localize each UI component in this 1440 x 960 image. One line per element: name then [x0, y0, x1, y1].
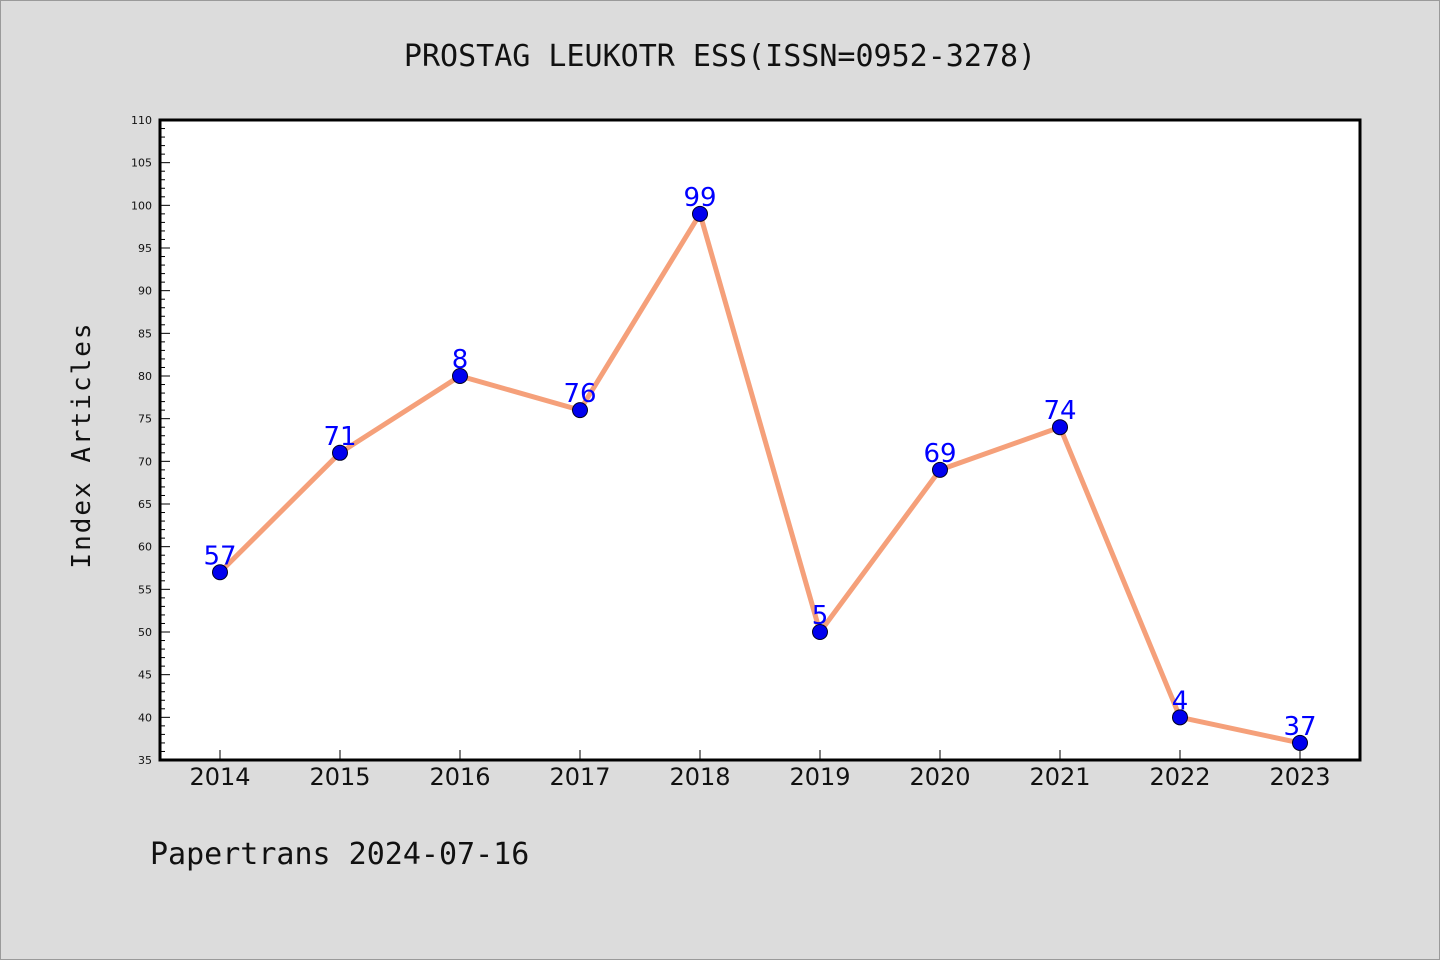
x-tick-label: 2017: [549, 763, 610, 791]
y-tick-label: 50: [138, 626, 152, 639]
data-label: 57: [203, 541, 236, 571]
series-line: [217, 211, 1303, 746]
y-tick-label: 40: [138, 711, 152, 724]
y-axis-ticks: 35 40 45 50 55 60 65 70 75 80 85 90 95 100 105 110: [131, 114, 170, 767]
y-tick-label: 100: [131, 199, 152, 212]
y-tick-label: 60: [138, 541, 152, 554]
x-tick-label: 2022: [1149, 763, 1210, 791]
data-point: [452, 368, 468, 384]
y-tick-label: 45: [138, 669, 152, 682]
x-tick-label: 2021: [1029, 763, 1090, 791]
data-label: 74: [1043, 396, 1076, 426]
data-label: 99: [683, 183, 716, 213]
y-tick-label: 65: [138, 498, 152, 511]
data-label: 8: [452, 345, 469, 375]
data-label: 71: [323, 422, 356, 452]
y-tick-label: 95: [138, 242, 152, 255]
data-label: 76: [563, 379, 596, 409]
y-tick-label: 105: [131, 157, 152, 170]
chart-title: PROSTAG LEUKOTR ESS(ISSN=0952-3278): [404, 39, 1036, 74]
data-point: [1172, 709, 1188, 726]
data-label: 69: [923, 439, 956, 469]
x-axis-ticks: 2014 2015 2016 2017 2018 2019 2020 2021 2022 2023: [189, 750, 1331, 791]
data-point: [212, 564, 228, 581]
y-axis-label: Index Articles: [67, 321, 97, 568]
x-tick-label: 2019: [789, 763, 850, 791]
y-tick-label: 90: [138, 285, 152, 298]
data-point: [1052, 419, 1068, 436]
y-tick-label: 80: [138, 370, 152, 383]
data-point: [332, 444, 348, 461]
y-tick-label: 70: [138, 455, 152, 468]
data-label: 5: [812, 601, 829, 631]
x-tick-label: 2018: [669, 763, 730, 791]
y-tick-label: 55: [138, 583, 152, 596]
x-tick-label: 2020: [909, 763, 970, 791]
data-label: 4: [1172, 686, 1189, 716]
data-labels: 57 71 8 76 99 5 69 74 4 37: [203, 183, 1316, 742]
data-point: [812, 624, 828, 640]
y-tick-label: 35: [138, 754, 152, 767]
data-point: [932, 461, 948, 478]
x-tick-label: 2015: [309, 763, 370, 791]
data-point: [692, 205, 708, 222]
data-label: 37: [1283, 712, 1316, 742]
x-tick-label: 2023: [1269, 763, 1330, 791]
data-point: [1292, 734, 1308, 751]
y-tick-label: 75: [138, 413, 152, 426]
y-tick-label: 85: [138, 327, 152, 340]
footer-text: Papertrans 2024-07-16: [150, 837, 529, 872]
x-tick-label: 2014: [189, 763, 250, 791]
data-markers: [212, 205, 1308, 751]
x-tick-label: 2016: [429, 763, 490, 791]
data-point: [572, 402, 588, 419]
y-tick-label: 110: [131, 114, 152, 127]
series-line-group: [217, 211, 1303, 746]
